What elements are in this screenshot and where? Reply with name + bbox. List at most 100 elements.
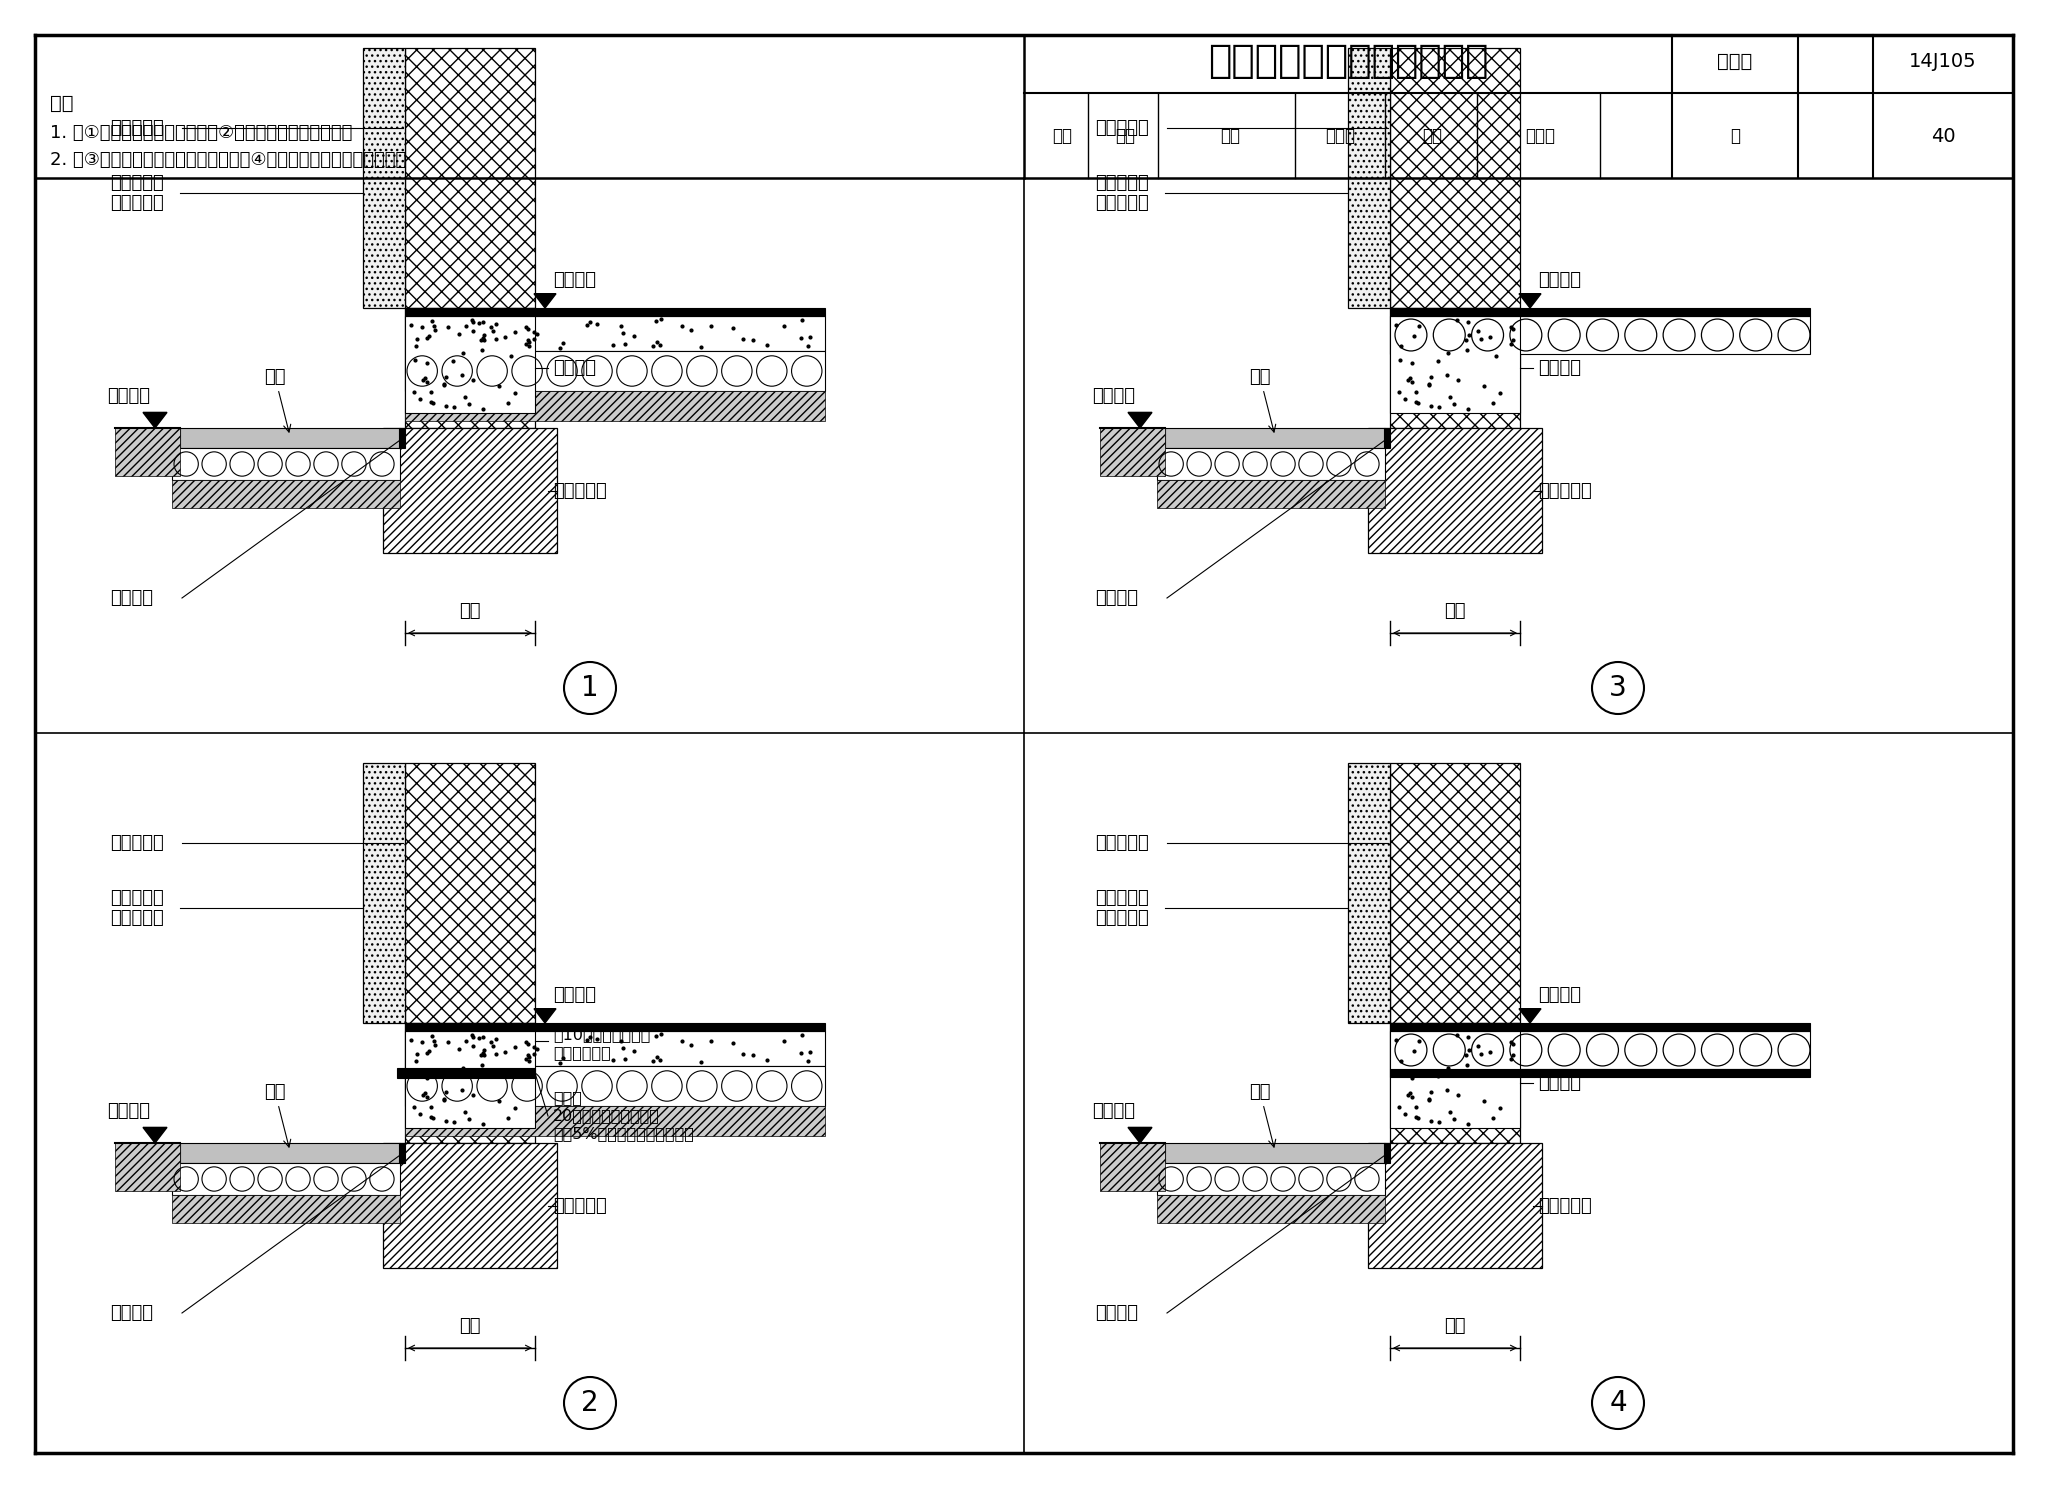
Bar bbox=[406, 1031, 825, 1065]
Bar bbox=[1368, 1143, 1542, 1268]
Point bbox=[412, 326, 444, 350]
Bar bbox=[1165, 429, 1384, 448]
Bar bbox=[362, 48, 406, 308]
Point bbox=[1495, 315, 1528, 339]
Point bbox=[1423, 1110, 1456, 1134]
Bar bbox=[172, 481, 399, 507]
Bar bbox=[1157, 1164, 1384, 1195]
Bar bbox=[115, 1143, 180, 1190]
Point bbox=[580, 312, 612, 336]
Bar bbox=[406, 351, 825, 391]
Text: 页岩实心砖: 页岩实心砖 bbox=[553, 482, 606, 500]
Point bbox=[453, 1107, 485, 1131]
Point bbox=[510, 332, 543, 356]
Point bbox=[467, 326, 500, 350]
Point bbox=[1495, 1030, 1528, 1054]
Text: 油膏嵌缝: 油膏嵌缝 bbox=[1096, 589, 1139, 607]
Point bbox=[496, 1058, 528, 1082]
Point bbox=[397, 1095, 430, 1119]
Point bbox=[580, 1027, 612, 1051]
Text: 页岩多孔砖: 页岩多孔砖 bbox=[1096, 833, 1149, 853]
Bar bbox=[172, 448, 399, 481]
Text: 按工程设计: 按工程设计 bbox=[111, 909, 164, 927]
Point bbox=[512, 1031, 545, 1055]
Point bbox=[1384, 333, 1417, 357]
Point bbox=[489, 1040, 522, 1064]
Bar bbox=[1384, 1143, 1391, 1164]
Text: 金建明: 金建明 bbox=[1526, 126, 1554, 144]
Point bbox=[643, 1048, 676, 1071]
Point bbox=[1485, 381, 1518, 405]
Point bbox=[543, 336, 575, 360]
Point bbox=[1389, 387, 1421, 411]
Point bbox=[1384, 1049, 1417, 1073]
Bar bbox=[1391, 763, 1520, 1024]
Point bbox=[475, 315, 508, 339]
Point bbox=[793, 1040, 825, 1064]
Point bbox=[1382, 1095, 1415, 1119]
Text: 按工程设计: 按工程设计 bbox=[111, 193, 164, 211]
Point bbox=[406, 315, 438, 339]
Point bbox=[1393, 1083, 1425, 1107]
Text: 基础圈梁: 基础圈梁 bbox=[1538, 359, 1581, 376]
Bar bbox=[172, 1195, 399, 1223]
Point bbox=[1430, 363, 1462, 387]
Text: 外墙外保温: 外墙外保温 bbox=[1096, 174, 1149, 192]
Point bbox=[412, 351, 444, 375]
Point bbox=[684, 335, 717, 359]
Point bbox=[449, 314, 481, 338]
Point bbox=[1440, 1024, 1473, 1048]
Point bbox=[1452, 397, 1485, 421]
Point bbox=[1423, 394, 1456, 418]
Bar bbox=[1391, 308, 1810, 315]
Point bbox=[618, 1039, 651, 1062]
Point bbox=[414, 1095, 446, 1119]
Point bbox=[475, 1030, 508, 1054]
Bar bbox=[406, 391, 825, 421]
Point bbox=[1389, 1103, 1421, 1126]
Point bbox=[512, 317, 545, 341]
Point bbox=[430, 366, 463, 390]
Point bbox=[1403, 1030, 1436, 1054]
Point bbox=[436, 1064, 469, 1088]
Point bbox=[467, 323, 500, 347]
Text: 室内地面: 室内地面 bbox=[1538, 987, 1581, 1004]
Point bbox=[768, 1030, 801, 1054]
Polygon shape bbox=[535, 1009, 555, 1024]
Point bbox=[1430, 1077, 1462, 1101]
Point bbox=[1382, 379, 1415, 403]
Point bbox=[1497, 317, 1530, 341]
Point bbox=[444, 363, 477, 387]
Text: 基础圈梁: 基础圈梁 bbox=[553, 359, 596, 376]
Point bbox=[416, 1024, 449, 1048]
Point bbox=[676, 317, 709, 341]
Point bbox=[1481, 344, 1513, 368]
Point bbox=[465, 1043, 498, 1067]
Point bbox=[512, 1046, 545, 1070]
Point bbox=[467, 1040, 500, 1064]
Text: 油膏嵌缝: 油膏嵌缝 bbox=[1096, 1303, 1139, 1321]
Point bbox=[1399, 1039, 1432, 1062]
Point bbox=[457, 369, 489, 393]
Point bbox=[643, 333, 676, 357]
Point bbox=[641, 1046, 674, 1070]
Point bbox=[1401, 391, 1434, 415]
Point bbox=[430, 1109, 463, 1132]
Point bbox=[1462, 320, 1495, 344]
Point bbox=[449, 1100, 481, 1123]
Point bbox=[596, 333, 629, 357]
Point bbox=[399, 1042, 432, 1065]
Point bbox=[406, 1030, 438, 1054]
Point bbox=[510, 1046, 543, 1070]
Bar bbox=[1157, 448, 1384, 481]
Point bbox=[477, 1034, 510, 1058]
Text: 1. 图①为墙中圈梁回填地面，图②为墙中防潮层回填地面。: 1. 图①为墙中圈梁回填地面，图②为墙中防潮层回填地面。 bbox=[49, 124, 352, 141]
Text: 散水: 散水 bbox=[264, 368, 291, 432]
Bar bbox=[406, 1106, 825, 1135]
Point bbox=[1432, 1056, 1464, 1080]
Point bbox=[463, 311, 496, 335]
Point bbox=[455, 308, 487, 332]
Point bbox=[1399, 390, 1432, 414]
Text: 散水: 散水 bbox=[264, 1083, 291, 1147]
Point bbox=[1452, 1113, 1485, 1137]
